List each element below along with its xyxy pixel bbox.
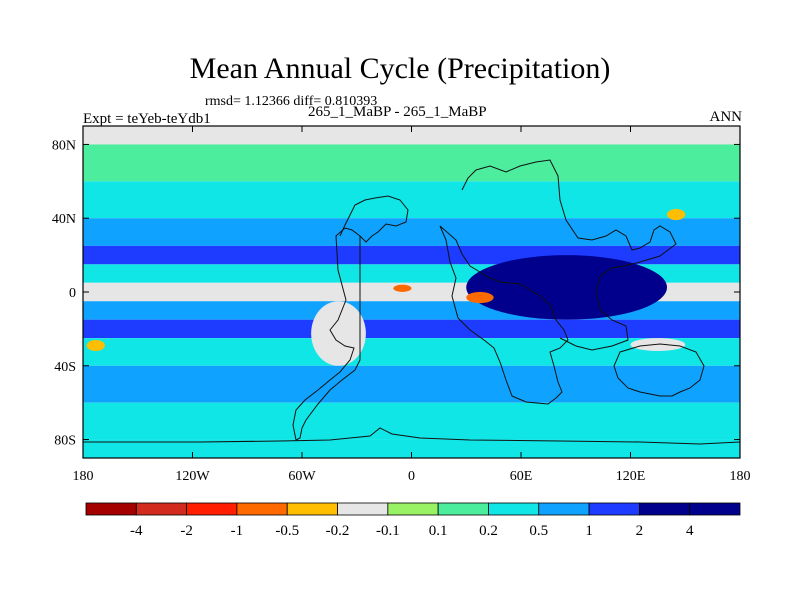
y-tick-label-2: 0 — [69, 286, 76, 301]
y-tick-label-4: 80S — [54, 434, 76, 449]
coastline-australia — [613, 343, 705, 397]
colorbar-box-0 — [85, 502, 137, 516]
rmsd-diff-stats: rmsd= 1.12366 diff= 0.810393 — [205, 94, 378, 109]
colorbar-box-6 — [387, 502, 439, 516]
coastline-antarctica — [83, 427, 740, 445]
colorbar-label-6: 0.1 — [429, 523, 448, 539]
colorbar-label-1: -2 — [180, 523, 193, 539]
experiment-label: Expt = teYeb-teYdb1 — [83, 111, 211, 127]
colorbar-label-10: 2 — [636, 523, 644, 539]
coastline-africa — [439, 225, 569, 405]
field-band-3 — [83, 218, 740, 246]
colorbar-label-8: 0.5 — [529, 523, 548, 539]
x-tick-label-6: 180 — [730, 469, 751, 484]
x-tick-label-2: 60W — [288, 469, 316, 484]
colorbar-label-9: 1 — [585, 523, 593, 539]
colorbar-box-11 — [638, 502, 691, 516]
field-band-2 — [83, 181, 740, 219]
page-title: Mean Annual Cycle (Precipitation) — [189, 52, 611, 85]
field-anomaly-0 — [466, 255, 667, 320]
colorbar-label-2: -1 — [231, 523, 244, 539]
field-anomaly-5 — [667, 209, 686, 221]
colorbar-box-2 — [186, 502, 238, 516]
case-label: 265_1_MaBP - 265_1_MaBP — [308, 104, 487, 120]
colorbar-label-3: -0.5 — [275, 523, 299, 539]
coastline-americas — [292, 227, 361, 441]
x-tick-label-5: 120E — [616, 469, 646, 484]
field-band-10 — [83, 365, 740, 403]
colorbar-label-7: 0.2 — [479, 523, 498, 539]
field-band-11 — [83, 402, 740, 440]
colorbar-label-11: 4 — [686, 523, 694, 539]
season-label: ANN — [709, 109, 743, 125]
colorbar-box-1 — [135, 502, 188, 516]
field-anomaly-3 — [393, 284, 412, 292]
field-band-0 — [83, 126, 740, 145]
colorbar-box-9 — [538, 502, 590, 516]
field-band-1 — [83, 144, 740, 182]
colorbar-box-8 — [488, 502, 540, 516]
colorbar-box-4 — [286, 502, 338, 516]
colorbar-box-7 — [437, 502, 489, 516]
colorbar-label-5: -0.1 — [376, 523, 400, 539]
y-tick-label-3: 40S — [54, 360, 76, 375]
colorbar-box-12 — [689, 502, 741, 516]
field-band-12 — [83, 439, 740, 458]
field-band-8 — [83, 319, 740, 339]
y-tick-label-1: 40N — [52, 212, 76, 227]
coastline-north-america — [339, 195, 409, 243]
x-tick-label-0: 180 — [73, 469, 94, 484]
colorbar-label-4: -0.2 — [326, 523, 350, 539]
x-tick-label-3: 0 — [408, 469, 415, 484]
field-anomaly-4 — [86, 339, 105, 352]
colorbar-label-0: -4 — [130, 523, 143, 539]
x-tick-label-1: 120W — [175, 469, 210, 484]
field-anomaly-1 — [311, 301, 366, 366]
colorbar-box-5 — [337, 502, 389, 516]
colorbar-box-10 — [588, 502, 640, 516]
coastline-eurasia — [461, 159, 677, 351]
field-band-9 — [83, 338, 740, 366]
x-tick-label-4: 60E — [510, 469, 533, 484]
field-anomaly-2 — [466, 292, 494, 304]
colorbar-box-3 — [236, 502, 288, 516]
y-tick-label-0: 80N — [52, 138, 76, 153]
